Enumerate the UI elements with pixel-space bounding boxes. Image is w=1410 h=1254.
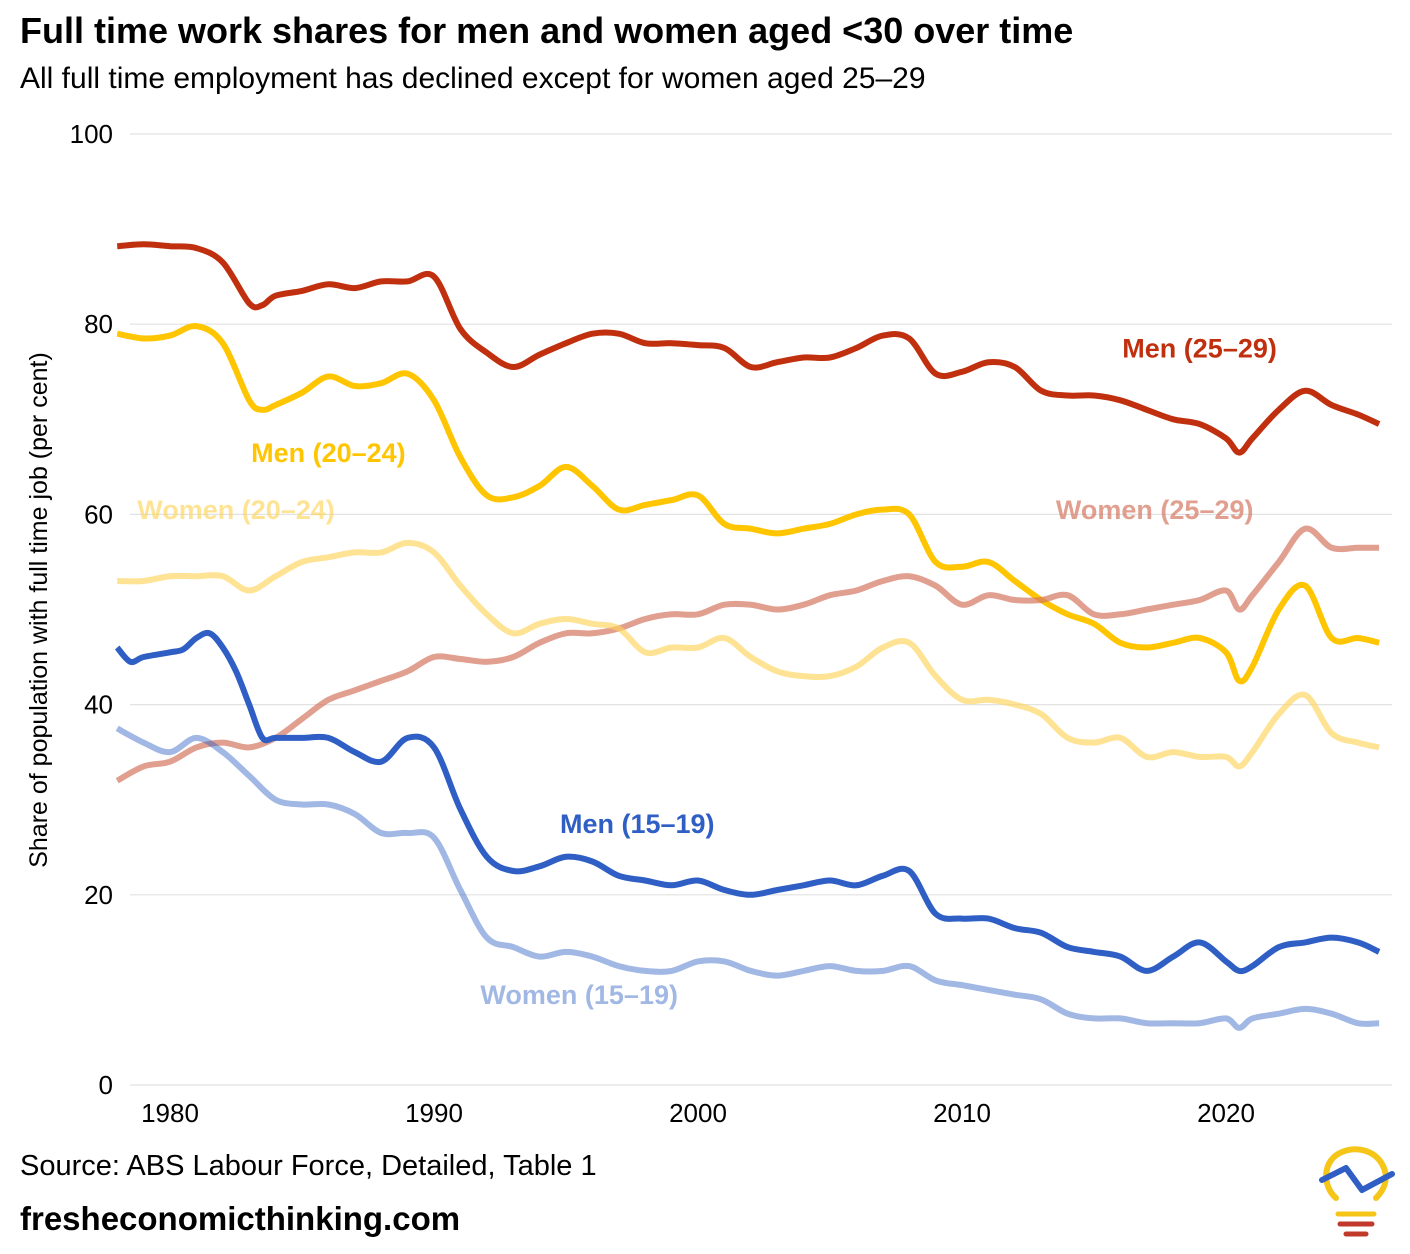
series-label-women-15-19: Women (15–19) xyxy=(480,980,678,1010)
x-axis-ticks: 1980 1990 2000 2010 2020 xyxy=(141,1098,1255,1128)
series-line-women-20-24 xyxy=(117,539,1380,770)
series-label-men-20-24: Men (20–24) xyxy=(251,438,406,468)
x-tick-label-2020: 2020 xyxy=(1197,1098,1255,1128)
x-tick-label-2010: 2010 xyxy=(933,1098,991,1128)
series-line-men-25-29 xyxy=(116,241,1381,456)
line-chart: 0 20 40 60 80 100 1980 1990 2000 2010 2020 Share … xyxy=(25,119,1392,1128)
y-tick-label-100: 100 xyxy=(70,119,113,149)
series-line-men-15-19 xyxy=(114,629,1381,975)
chart-title: Full time work shares for men and women … xyxy=(20,10,1074,51)
y-tick-label-40: 40 xyxy=(84,690,113,720)
series-label-men-15-19: Men (15–19) xyxy=(560,809,715,839)
x-tick-label-1990: 1990 xyxy=(405,1098,463,1128)
x-tick-label-1980: 1980 xyxy=(141,1098,199,1128)
series-labels: Men (25–29) Men (20–24) Women (25–29) Women… xyxy=(137,333,1277,1010)
y-tick-label-60: 60 xyxy=(84,499,113,529)
series-lines xyxy=(114,241,1381,1031)
series-label-men-25-29: Men (25–29) xyxy=(1122,333,1277,363)
series-label-women-20-24: Women (20–24) xyxy=(137,495,335,525)
series-line-women-25-29 xyxy=(115,525,1380,784)
y-tick-label-20: 20 xyxy=(84,880,113,910)
x-tick-label-2000: 2000 xyxy=(669,1098,727,1128)
lightbulb-logo-icon xyxy=(1319,1146,1395,1237)
y-tick-label-0: 0 xyxy=(99,1070,113,1100)
y-axis-label: Share of population with full time job (… xyxy=(25,352,53,868)
website-credit: fresheconomicthinking.com xyxy=(20,1200,461,1237)
series-label-women-25-29: Women (25–29) xyxy=(1056,495,1254,525)
gridlines xyxy=(130,133,1392,1086)
bulb-zigzag xyxy=(1319,1165,1395,1193)
y-tick-label-80: 80 xyxy=(84,309,113,339)
series-line-women-15-19 xyxy=(115,725,1380,1031)
source-note: Source: ABS Labour Force, Detailed, Tabl… xyxy=(20,1150,597,1182)
chart-subtitle: All full time employment has declined ex… xyxy=(20,62,926,95)
y-axis-ticks: 0 20 40 60 80 100 xyxy=(70,119,113,1100)
series-line-men-20-24 xyxy=(116,323,1380,685)
